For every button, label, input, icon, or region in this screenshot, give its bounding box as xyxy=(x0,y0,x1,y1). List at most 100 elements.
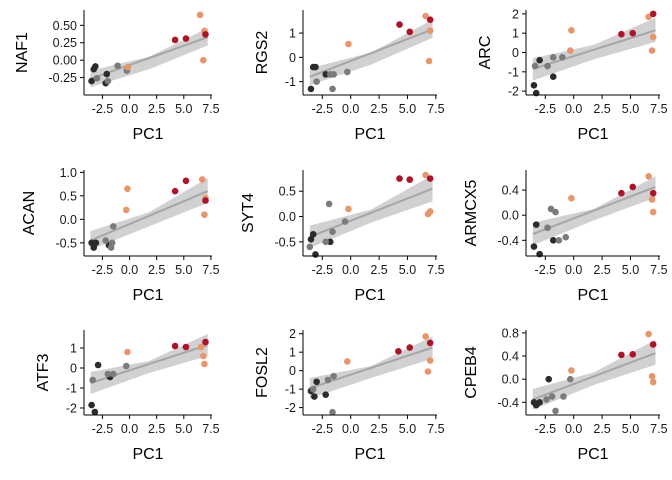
x-tick-label: 2.5 xyxy=(593,263,610,277)
data-point xyxy=(406,344,414,351)
x-axis-label: PC1 xyxy=(132,126,163,143)
data-point xyxy=(124,185,131,193)
y-tick-label: -1 xyxy=(285,383,296,397)
data-point xyxy=(426,175,434,182)
y-tick-label: 2 xyxy=(289,327,296,341)
data-point xyxy=(536,56,543,64)
data-point xyxy=(629,350,637,358)
data-point xyxy=(648,372,656,380)
x-tick-label: 0.0 xyxy=(121,263,138,277)
regression-line xyxy=(90,190,209,242)
data-point xyxy=(330,372,337,380)
data-point xyxy=(426,208,434,215)
data-point xyxy=(307,85,315,93)
data-point xyxy=(171,342,179,350)
regression-line xyxy=(309,187,433,238)
y-tick-label: 1 xyxy=(512,27,519,41)
x-tick-label: 5.0 xyxy=(399,102,416,116)
x-tick-label: 5.0 xyxy=(622,422,639,436)
x-tick-label: 0.0 xyxy=(565,263,582,277)
data-point xyxy=(123,362,130,370)
regression-line xyxy=(532,186,656,235)
data-point xyxy=(548,393,556,400)
data-point xyxy=(422,171,429,179)
x-tick-label: 7.5 xyxy=(427,422,444,436)
data-point xyxy=(89,376,96,384)
x-tick-label: 0.0 xyxy=(121,422,138,436)
x-tick-label: 7.5 xyxy=(650,422,667,436)
data-point xyxy=(545,375,553,383)
data-point xyxy=(311,393,318,400)
data-point xyxy=(343,68,351,76)
data-point xyxy=(171,36,179,44)
x-axis-label: PC1 xyxy=(577,446,608,463)
data-point xyxy=(426,357,434,364)
data-point xyxy=(549,73,557,80)
data-point xyxy=(406,28,414,36)
data-point xyxy=(196,11,204,19)
data-point xyxy=(92,63,99,70)
data-point xyxy=(312,251,319,258)
data-point xyxy=(426,339,434,347)
data-point xyxy=(197,343,205,351)
data-point xyxy=(532,221,540,228)
x-tick-label: 5.0 xyxy=(399,263,416,277)
data-point xyxy=(102,237,109,244)
panel-arc: -2.5 0.0 2.5 5.0 7.5 -2 -1 0 1 2 PC1 ARC xyxy=(477,7,668,143)
y-tick-label: 0 xyxy=(512,46,519,60)
data-point xyxy=(345,205,352,213)
data-point xyxy=(329,85,336,93)
data-point xyxy=(202,338,209,346)
y-tick-label: 0.4 xyxy=(502,184,519,198)
x-tick-label: 0.0 xyxy=(565,102,582,116)
y-tick-label: 0.0 xyxy=(502,373,519,387)
y-axis-label: ACAN xyxy=(21,191,38,235)
x-tick-label: 0.0 xyxy=(342,102,359,116)
data-point xyxy=(322,71,330,78)
y-axis-label: NAF1 xyxy=(14,32,31,73)
data-point xyxy=(649,208,657,216)
y-tick-label: 0.0 xyxy=(502,209,519,223)
y-tick-label: -0.4 xyxy=(497,234,519,248)
data-point xyxy=(648,196,656,203)
x-axis-label: PC1 xyxy=(577,287,608,304)
panel-armcx5: -2.5 0.0 2.5 5.0 7.5 -0.4 0.0 0.4 PC1 ARMCX5 xyxy=(463,170,668,304)
data-point xyxy=(322,238,330,246)
x-tick-label: -2.5 xyxy=(312,102,334,116)
y-tick-label: -2 xyxy=(66,402,77,416)
x-tick-label: 0.0 xyxy=(121,102,138,116)
x-tick-label: -2.5 xyxy=(535,102,557,116)
data-point xyxy=(309,230,317,238)
y-tick-label: 0.4 xyxy=(502,350,519,364)
x-tick-label: 7.5 xyxy=(202,102,219,116)
data-point xyxy=(552,208,559,216)
data-point xyxy=(345,40,352,48)
x-tick-label: 7.5 xyxy=(202,263,219,277)
y-tick-label: 0 xyxy=(70,362,77,376)
y-tick-label: -0.25 xyxy=(49,71,78,85)
x-tick-label: 2.5 xyxy=(593,422,610,436)
data-point xyxy=(124,63,132,71)
panel-acan: -2.5 0.0 2.5 5.0 7.5 -0.5 0.0 0.5 1.0 PC1 ACAN xyxy=(21,166,220,304)
x-tick-label: 0.0 xyxy=(342,263,359,277)
data-point xyxy=(109,370,117,378)
data-point xyxy=(568,194,575,202)
data-point xyxy=(649,378,657,386)
data-point xyxy=(88,77,95,85)
x-tick-label: 7.5 xyxy=(650,102,667,116)
x-tick-label: 2.5 xyxy=(370,422,387,436)
data-point xyxy=(124,348,131,356)
data-point xyxy=(326,238,334,246)
x-tick-label: 7.5 xyxy=(427,263,444,277)
data-point xyxy=(406,176,414,183)
data-point xyxy=(559,54,566,61)
x-tick-label: 7.5 xyxy=(650,263,667,277)
confidence-band xyxy=(90,178,208,250)
y-tick-label: 1 xyxy=(70,342,77,356)
y-tick-label: 1 xyxy=(289,27,296,41)
data-point xyxy=(648,47,656,54)
y-tick-label: -1 xyxy=(285,75,296,89)
y-tick-label: -1 xyxy=(66,382,77,396)
regression-line xyxy=(532,352,656,401)
data-point xyxy=(182,177,190,185)
